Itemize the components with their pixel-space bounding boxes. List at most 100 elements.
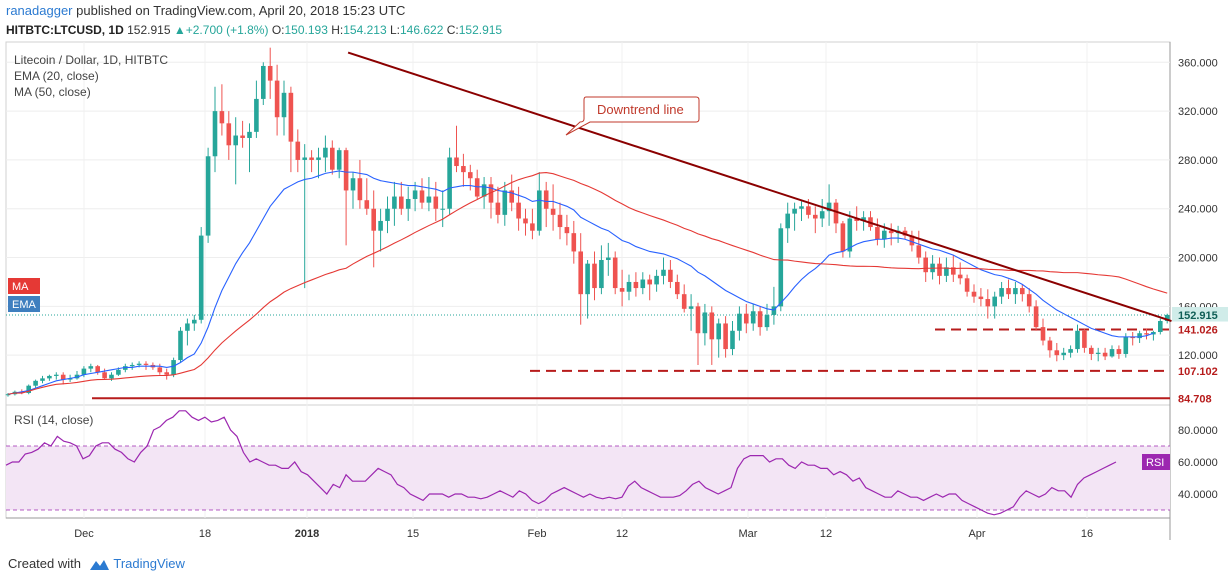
downtrend-line[interactable] (347, 51, 1172, 322)
candle (799, 201, 804, 221)
legend-title: Litecoin / Dollar, 1D, HITBTC (14, 53, 169, 67)
open-value: 150.193 (284, 23, 328, 37)
candle (1144, 328, 1149, 340)
candle (178, 327, 183, 363)
chart-legend: Litecoin / Dollar, 1D, HITBTC EMA (20, c… (14, 52, 168, 100)
author-link[interactable]: ranadagger (6, 3, 73, 18)
svg-text:152.915: 152.915 (1178, 310, 1218, 322)
candle (171, 357, 176, 378)
candle (74, 371, 80, 380)
candle (757, 306, 763, 336)
candle (1026, 288, 1032, 313)
publish-info: published on TradingView.com, April 20, … (76, 3, 406, 18)
price-tick-label: 120.000 (1178, 350, 1218, 362)
svg-text:141.026: 141.026 (1178, 325, 1218, 337)
legend-ma: MA (50, close) (14, 85, 91, 99)
candle (737, 306, 742, 341)
rsi-tick-label: 40.0000 (1178, 489, 1218, 501)
callout[interactable]: Downtrend line (565, 96, 700, 136)
candle (412, 181, 418, 212)
candle (550, 184, 556, 231)
support-1-price-label: 107.102 (1172, 362, 1228, 379)
candle (233, 117, 238, 185)
ma-line (7, 171, 1168, 395)
candle (267, 47, 273, 99)
candle (992, 291, 997, 319)
candle (419, 178, 425, 209)
candle (1082, 328, 1087, 353)
tradingview-brand[interactable]: TradingView (88, 548, 185, 579)
candle (1006, 279, 1011, 300)
candle (964, 274, 970, 297)
candle (847, 211, 853, 258)
candle (247, 123, 252, 173)
candle (274, 64, 280, 136)
low-label: L: (389, 23, 400, 37)
candle (502, 181, 508, 226)
candle (440, 190, 445, 228)
candle (343, 147, 349, 246)
candle (778, 223, 784, 312)
candle (944, 257, 949, 282)
candle (316, 147, 321, 179)
candle (971, 284, 977, 303)
tradingview-logo-icon (90, 559, 109, 570)
candle (81, 366, 87, 378)
candle (1075, 324, 1080, 353)
candle (1040, 318, 1046, 346)
candle (54, 372, 59, 380)
time-tick-label: Feb (528, 528, 547, 540)
candle (302, 144, 307, 289)
candle (1109, 345, 1115, 358)
candle (543, 181, 549, 228)
candle (709, 306, 715, 365)
candle (813, 206, 818, 234)
last-price: 152.915 (127, 23, 171, 37)
candle (978, 288, 984, 307)
candle (571, 220, 577, 264)
candle (240, 120, 245, 148)
candle (619, 269, 625, 307)
candle (1068, 345, 1073, 358)
rsi-tick-label: 80.0000 (1178, 425, 1218, 437)
support-2-price-label: 84.708 (1172, 390, 1228, 407)
price-tick-label: 280.000 (1178, 155, 1218, 167)
candle (985, 289, 991, 319)
svg-text:84.708: 84.708 (1178, 393, 1212, 405)
candle (564, 214, 570, 246)
price-change: +2.700 (+1.8%) (185, 23, 269, 37)
candle (488, 177, 494, 219)
time-tick-label: 18 (199, 528, 211, 540)
candle (1151, 330, 1156, 341)
candle (1102, 347, 1108, 361)
svg-text:EMA: EMA (12, 299, 37, 311)
candle (281, 80, 287, 136)
candle (702, 303, 708, 346)
candle (606, 242, 611, 276)
price-tick-label: 320.000 (1178, 106, 1218, 118)
candle (198, 227, 204, 324)
candle (357, 159, 363, 209)
open-label: O: (271, 23, 285, 37)
candle (364, 178, 370, 215)
close-value: 152.915 (458, 23, 503, 37)
price-chart[interactable]: Downtrend line 360.000 320.000 280.000 240.… (0, 0, 1230, 548)
candle (633, 272, 639, 297)
candle (592, 251, 597, 301)
candle (26, 384, 31, 395)
candle (129, 362, 135, 370)
candle (612, 251, 618, 295)
candle (461, 153, 466, 187)
candle (385, 196, 390, 234)
close-label: C: (446, 23, 459, 37)
candle (350, 172, 356, 209)
created-with: Created with (8, 556, 81, 571)
candle (330, 140, 335, 175)
candle (1061, 347, 1066, 361)
tradingview-text: TradingView (113, 556, 185, 571)
candle (557, 202, 563, 240)
candle (1033, 300, 1039, 331)
candle (771, 286, 777, 325)
candle (723, 316, 728, 358)
candle (164, 368, 169, 380)
